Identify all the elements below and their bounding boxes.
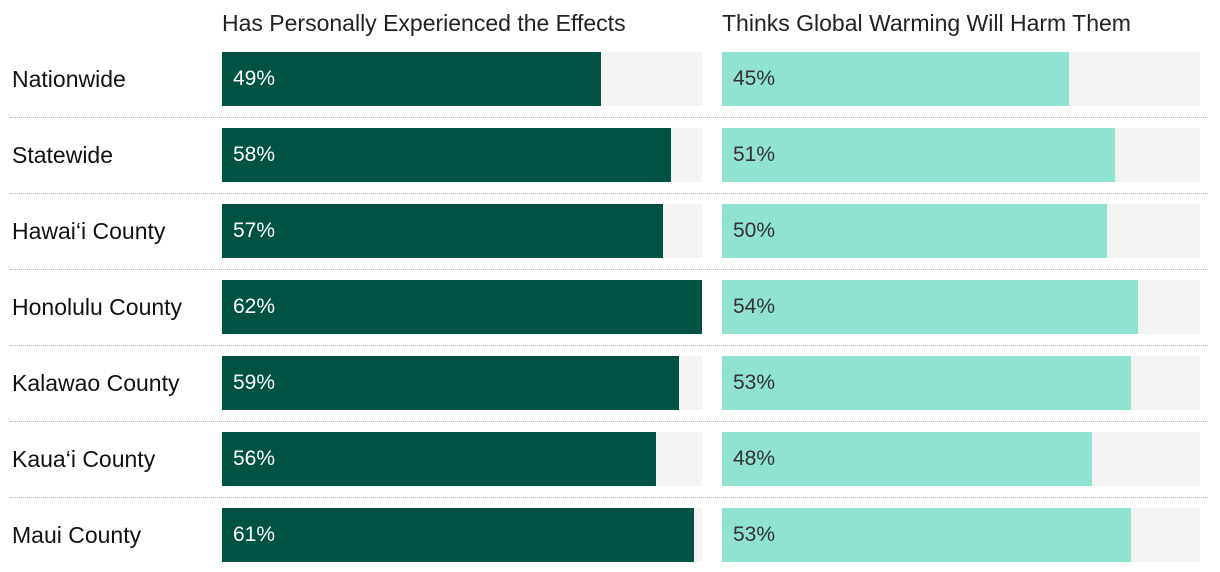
bar-series-1 bbox=[222, 280, 702, 334]
row-divider bbox=[10, 117, 1208, 118]
category-label: Hawai‘i County bbox=[12, 218, 166, 244]
bar-series-2 bbox=[722, 280, 1138, 334]
bar-value-label: 58% bbox=[233, 143, 276, 166]
bar-value-label: 48% bbox=[733, 447, 776, 470]
bar-value-label: 50% bbox=[733, 219, 776, 242]
bar-series-2 bbox=[722, 356, 1131, 410]
bar-series-1 bbox=[222, 356, 679, 410]
bar-value-label: 49% bbox=[233, 67, 276, 90]
bar-series-2 bbox=[722, 508, 1131, 562]
bar-series-2 bbox=[722, 204, 1107, 258]
bar-value-label: 54% bbox=[733, 295, 776, 318]
category-label: Honolulu County bbox=[12, 294, 183, 320]
category-label: Kaua‘i County bbox=[12, 446, 156, 472]
category-label: Statewide bbox=[12, 142, 114, 168]
bar-value-label: 61% bbox=[233, 523, 276, 546]
bar-series-1 bbox=[222, 52, 601, 106]
bar-value-label: 57% bbox=[233, 219, 276, 242]
row-divider bbox=[10, 421, 1208, 422]
category-label: Kalawao County bbox=[12, 370, 180, 396]
bar-series-2 bbox=[722, 52, 1069, 106]
bar-series-1 bbox=[222, 128, 671, 182]
bar-value-label: 56% bbox=[233, 447, 276, 470]
bar-value-label: 51% bbox=[733, 143, 776, 166]
category-label: Nationwide bbox=[12, 66, 126, 92]
bar-series-1 bbox=[222, 508, 694, 562]
bar-value-label: 62% bbox=[233, 295, 276, 318]
row-divider bbox=[10, 269, 1208, 270]
row-divider bbox=[10, 345, 1208, 346]
bar-value-label: 53% bbox=[733, 371, 776, 394]
bar-series-1 bbox=[222, 204, 663, 258]
bar-value-label: 45% bbox=[733, 67, 776, 90]
bar-series-2 bbox=[722, 128, 1115, 182]
bar-value-label: 53% bbox=[733, 523, 776, 546]
series-header-1: Has Personally Experienced the Effects bbox=[222, 10, 626, 36]
series-header-2: Thinks Global Warming Will Harm Them bbox=[722, 10, 1131, 36]
row-divider bbox=[10, 497, 1208, 498]
category-label: Maui County bbox=[12, 522, 142, 548]
row-divider bbox=[10, 193, 1208, 194]
bar-series-1 bbox=[222, 432, 656, 486]
bar-series-2 bbox=[722, 432, 1092, 486]
bar-value-label: 59% bbox=[233, 371, 276, 394]
